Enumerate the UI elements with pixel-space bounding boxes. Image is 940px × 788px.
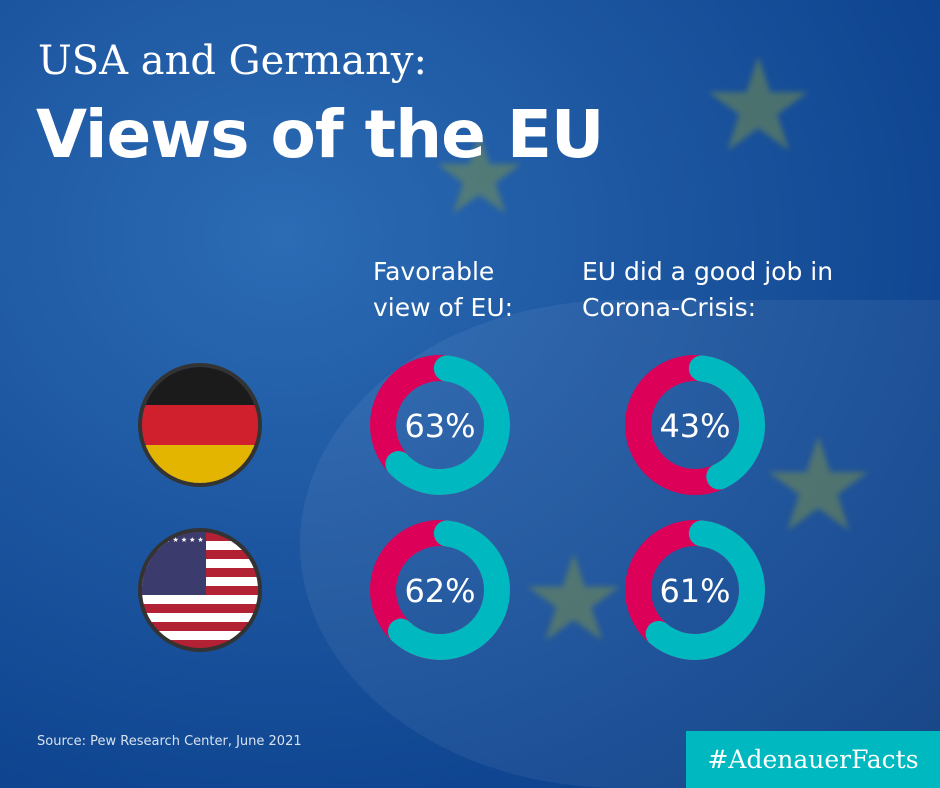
column-header-corona: EU did a good job in Corona-Crisis: (582, 254, 833, 326)
column-header-favorable: Favorable view of EU: (373, 254, 513, 326)
header-line: EU did a good job in (582, 257, 834, 286)
header-line: Favorable (373, 257, 495, 286)
subtitle: USA and Germany: (38, 38, 428, 84)
donut-label: 43% (659, 407, 730, 445)
source-note: Source: Pew Research Center, June 2021 (37, 734, 302, 749)
donut-label: 62% (404, 572, 475, 610)
star-bg-icon: ★ (700, 29, 817, 181)
star-bg-icon: ★ (520, 530, 628, 669)
star-bg-icon: ★ (760, 409, 877, 561)
donut-value-arc (688, 355, 765, 490)
donut-label: 61% (659, 572, 730, 610)
donut-value-arc (645, 520, 765, 660)
header-line: Corona-Crisis: (582, 293, 757, 322)
header-line: view of EU: (373, 293, 514, 322)
usa-flag: ★★★★★★★★★★★★★★★★★★★★★★★★★★★★★★★★★★★★★★★★… (138, 528, 262, 652)
page-title: Views of the EU (36, 96, 605, 173)
donut-value-arc (387, 520, 510, 660)
donut-label: 63% (404, 407, 475, 445)
star-bg-icon: ★ (430, 111, 529, 239)
hashtag-badge: #AdenauerFacts (686, 731, 940, 788)
donut-value-arc (385, 355, 510, 495)
